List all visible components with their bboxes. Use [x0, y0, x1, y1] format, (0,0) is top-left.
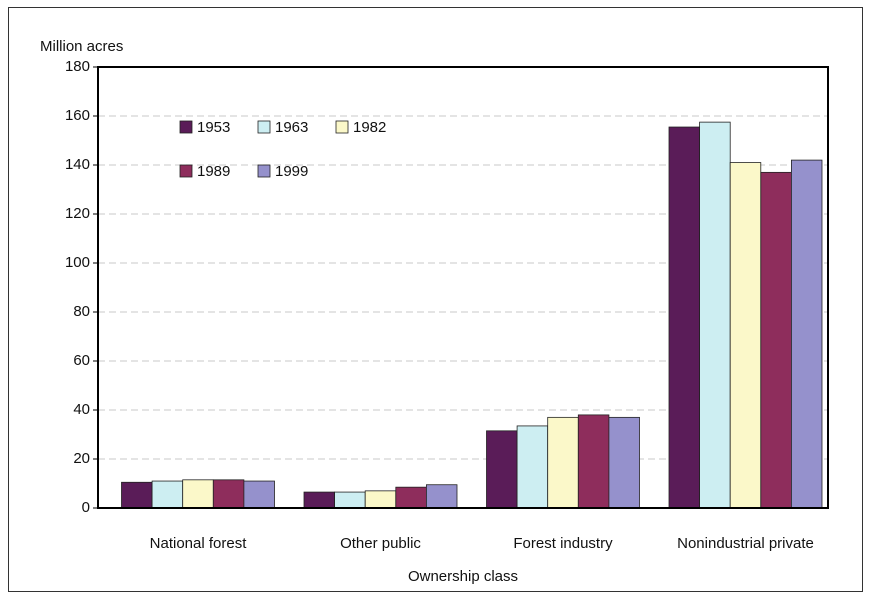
bar	[547, 416, 579, 509]
y-tick-label: 160	[65, 107, 90, 124]
legend-swatch	[257, 164, 271, 178]
legend-label: 1982	[353, 119, 386, 136]
bar	[303, 491, 336, 509]
y-tick-label: 80	[73, 303, 90, 320]
bar	[699, 121, 731, 509]
y-axis-label: Million acres	[40, 38, 123, 55]
frame	[8, 7, 863, 592]
bar	[151, 480, 184, 509]
bar	[182, 479, 214, 509]
y-tick-label: 40	[73, 401, 90, 418]
legend-label: 1989	[197, 163, 230, 180]
bar	[395, 486, 427, 509]
bar	[791, 159, 823, 509]
y-tick-label: 180	[65, 58, 90, 75]
bar	[334, 491, 366, 509]
bar	[212, 479, 245, 509]
legend-swatch	[257, 120, 271, 134]
y-tick-label: 20	[73, 450, 90, 467]
y-tick-label: 100	[65, 254, 90, 271]
legend-swatch	[179, 120, 193, 134]
legend-label: 1953	[197, 119, 230, 136]
bar	[668, 126, 701, 509]
x-tick-label: Forest industry	[513, 535, 613, 552]
x-axis-label: Ownership class	[408, 568, 518, 585]
bar	[486, 430, 518, 509]
plot-frame	[97, 66, 829, 509]
bar	[608, 416, 640, 509]
legend-label: 1963	[275, 119, 308, 136]
x-tick-label: Nonindustrial private	[677, 535, 814, 552]
y-tick-label: 60	[73, 352, 90, 369]
legend-swatch	[335, 120, 349, 134]
x-tick-label: Other public	[340, 535, 421, 552]
legend-label: 1999	[275, 163, 308, 180]
bar	[364, 490, 397, 509]
bar	[425, 484, 458, 509]
bar	[729, 162, 762, 509]
x-tick-label: National forest	[150, 535, 248, 552]
bar	[243, 480, 275, 509]
y-tick-label: 140	[65, 156, 90, 173]
bar	[121, 481, 153, 509]
y-tick-label: 120	[65, 205, 90, 222]
legend-swatch	[179, 164, 193, 178]
bar	[516, 425, 549, 509]
y-tick-label: 0	[82, 499, 90, 516]
bar	[577, 414, 610, 509]
bar	[760, 171, 792, 509]
